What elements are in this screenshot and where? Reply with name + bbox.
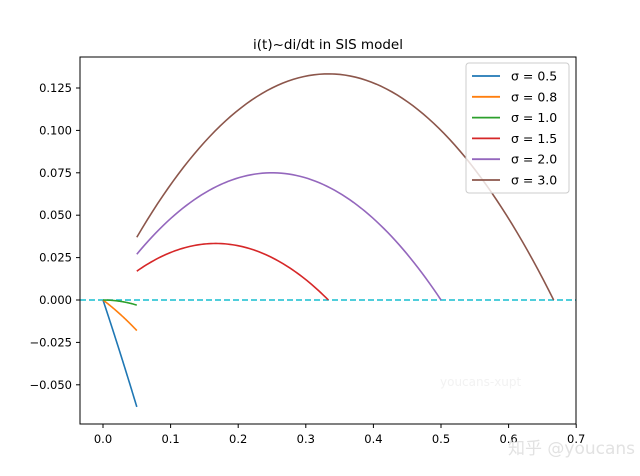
x-axis-ticks: 0.0 0.1 0.2 0.3 0.4 0.5 0.6 0.7	[94, 424, 585, 446]
axes-frame	[79, 56, 577, 425]
x-tick-label: 0.3	[297, 432, 315, 446]
series-line-sigma-1-5	[136, 242, 329, 301]
chart-title: i(t)~di/dt in SIS model	[253, 37, 403, 53]
legend-item: σ = 0.8	[472, 89, 557, 104]
legend-label: σ = 3.0	[511, 173, 557, 188]
y-tick-label: −0.050	[29, 378, 72, 392]
y-tick-label: 0.125	[39, 81, 72, 95]
series-line-sigma-0-8	[102, 299, 138, 332]
x-tick-label: 0.0	[94, 432, 112, 446]
y-tick-label: 0.000	[39, 293, 72, 307]
legend-label: σ = 1.0	[511, 110, 557, 125]
series-line-sigma-1	[103, 299, 138, 306]
legend-item: σ = 1.0	[472, 110, 557, 125]
watermark-center: youcans-xupt	[440, 375, 522, 389]
x-tick-label: 0.4	[364, 432, 382, 446]
legend-label: σ = 0.5	[511, 69, 557, 84]
series-line-sigma-0-5	[102, 299, 138, 408]
x-tick-label: 0.6	[499, 432, 517, 446]
legend-label: σ = 2.0	[511, 152, 557, 167]
x-tick-label: 0.1	[161, 432, 179, 446]
legend-item: σ = 0.5	[472, 69, 557, 84]
legend-item: σ = 2.0	[472, 152, 557, 167]
y-tick-label: 0.075	[39, 166, 72, 180]
x-tick-label: 0.7	[567, 432, 585, 446]
y-tick-label: 0.100	[39, 123, 72, 137]
series-line-sigma-2	[136, 172, 442, 301]
x-tick-label: 0.5	[432, 432, 450, 446]
y-tick-label: 0.050	[39, 208, 72, 222]
legend-label: σ = 1.5	[511, 131, 557, 146]
watermark-bottom-right: 知乎 @youcans	[508, 439, 635, 459]
y-tick-label: −0.025	[29, 335, 72, 349]
legend: σ = 0.5 σ = 0.8 σ = 1.0 σ = 1.5 σ = 2.0 σ = 3…	[465, 62, 570, 194]
x-tick-label: 0.2	[229, 432, 247, 446]
y-tick-label: 0.025	[39, 251, 72, 265]
legend-label: σ = 0.8	[511, 89, 557, 104]
legend-item: σ = 1.5	[472, 131, 557, 146]
y-axis-ticks: 0.125 0.100 0.075 0.050 0.025 0.000 −0.025 −0.0…	[29, 81, 80, 392]
legend-item: σ = 3.0	[472, 173, 557, 188]
